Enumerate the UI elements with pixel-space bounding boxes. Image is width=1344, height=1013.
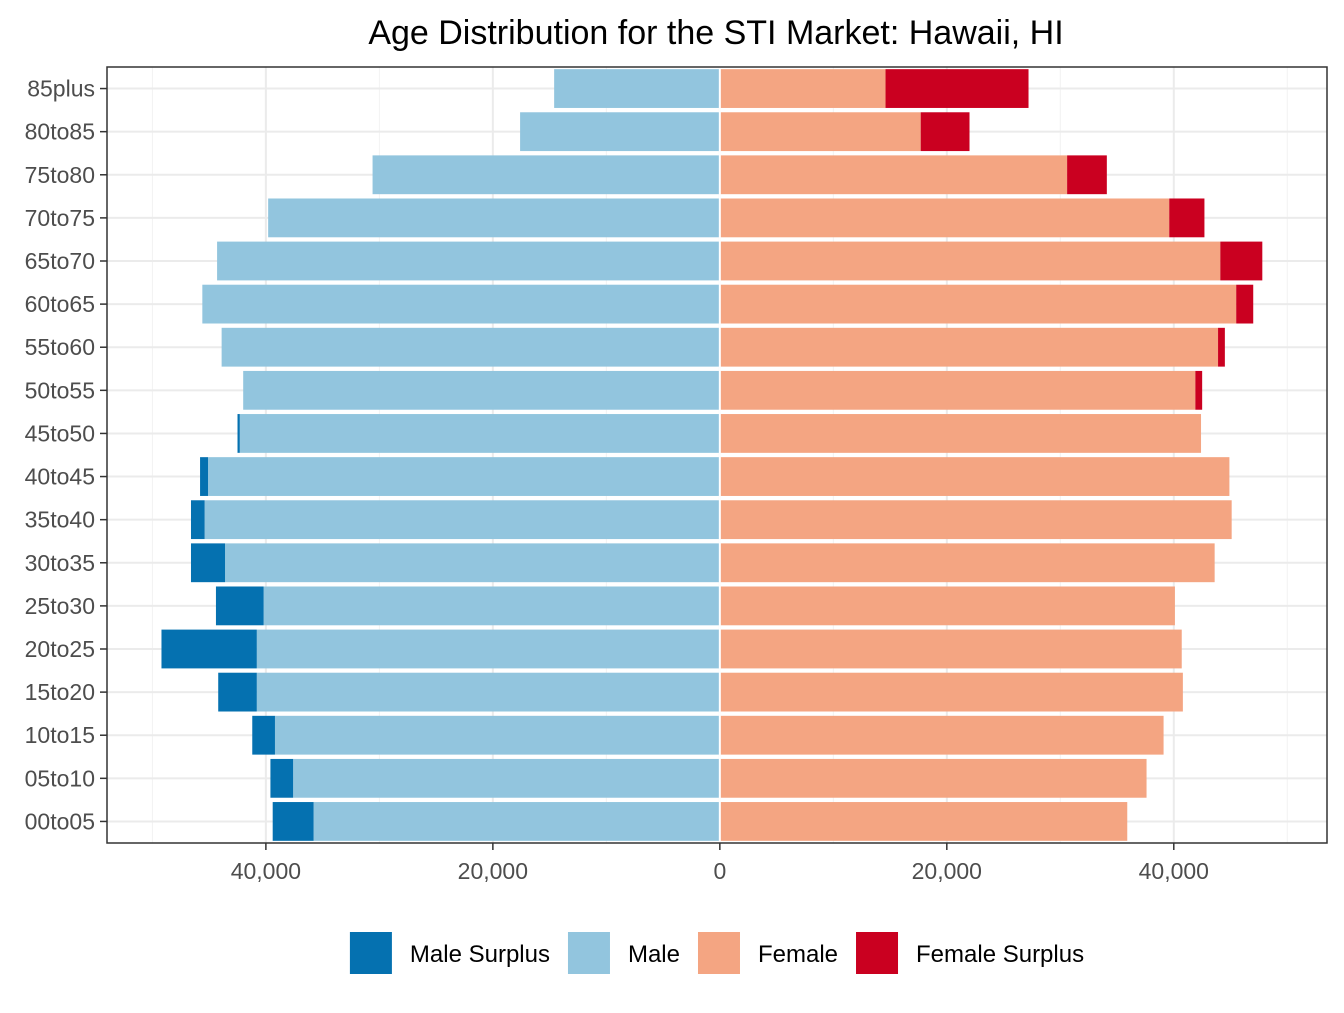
bar-male [313,802,720,841]
bar-female [719,802,1128,841]
bar-female [719,284,1237,324]
bar-female-surplus [1195,370,1203,410]
bar-female [719,758,1147,798]
y-tick-label: 80to85 [25,119,95,145]
plot-border [106,66,1328,844]
y-axis: 00to05 05to10 10to15 15to20 20to25 25to30 30to… [25,76,107,834]
bar-female [719,155,1068,195]
legend-key [349,932,392,974]
bar-male [293,758,720,798]
y-tick-label: 20to25 [25,636,95,662]
bar-female [719,327,1219,367]
bar-female [719,586,1175,626]
bar-male-surplus [161,629,257,669]
legend-key [697,932,740,974]
y-tick-label: 40to45 [25,464,95,490]
bar-male-surplus [190,500,205,540]
legend-label: Male Surplus [410,941,550,968]
legend-key [567,932,610,974]
y-tick-label: 70to75 [25,205,95,231]
bar-male-surplus [252,715,275,755]
bar-female [719,112,921,152]
y-tick-label: 35to40 [25,507,95,533]
bar-female [719,500,1232,540]
bar-male [268,198,720,238]
bar-male [202,284,720,324]
bar-male [221,327,720,367]
bar-male-surplus [200,457,209,496]
bar-female [719,241,1221,281]
x-tick-label: 20,000 [458,858,528,884]
bar-male [263,586,720,626]
bar-male [243,370,720,410]
x-tick-label: 20,000 [912,858,982,884]
bar-male-surplus [272,802,314,841]
bar-male-surplus [270,758,294,798]
bar-male-surplus [218,672,257,712]
bar-female-surplus [885,69,1029,108]
y-tick-label: 55to60 [25,334,95,360]
y-tick-label: 05to10 [25,765,95,791]
y-tick-label: 30to35 [25,550,95,576]
bar-male [208,457,720,496]
bar-female [719,715,1164,755]
bar-male [256,672,720,712]
bar-female-surplus [1218,327,1225,367]
y-tick-label: 85plus [27,76,95,102]
bar-female [719,457,1230,496]
bar-male [256,629,720,669]
y-tick-label: 15to20 [25,679,95,705]
bar-male [239,414,720,453]
legend-label: Male [628,941,680,968]
bar-female-surplus [920,112,970,152]
bar-female [719,198,1170,238]
bar-female-surplus [1236,284,1254,324]
x-tick-label: 40,000 [231,858,301,884]
x-tick-label: 0 [713,858,726,884]
y-tick-label: 60to65 [25,291,95,317]
bar-male [554,69,720,108]
bar-female-surplus [1169,198,1205,238]
plot-panel [107,67,1327,843]
y-tick-label: 65to70 [25,248,95,274]
bars-layer [161,67,1263,843]
y-tick-label: 75to80 [25,162,95,188]
bar-female [719,370,1196,410]
chart-title: Age Distribution for the STI Market: Haw… [368,14,1063,52]
bar-male [520,112,720,152]
bar-male [204,500,720,540]
x-axis: 40,000 20,000 0 20,000 40,000 [231,843,1209,884]
bar-male [372,155,720,195]
y-tick-label: 25to30 [25,593,95,619]
y-tick-label: 00to05 [25,808,95,834]
bar-male-surplus [215,586,264,626]
x-tick-label: 40,000 [1139,858,1209,884]
bar-male-surplus [237,414,240,453]
y-tick-label: 10to15 [25,722,95,748]
y-tick-label: 45to50 [25,420,95,446]
bar-female [719,543,1215,583]
legend: Male Surplus Male Female Female Surplus [349,932,1084,974]
bar-female [719,629,1182,669]
legend-label: Female Surplus [916,941,1084,968]
bar-male [274,715,720,755]
bar-male [217,241,720,281]
bar-female [719,414,1202,453]
legend-key [856,932,899,974]
y-tick-label: 50to55 [25,377,95,403]
legend-label: Female [758,941,838,968]
bar-female [719,69,886,108]
bar-male-surplus [190,543,226,583]
bar-female-surplus [1067,155,1107,195]
bar-female [719,672,1183,712]
bar-male [225,543,720,583]
bar-female-surplus [1220,241,1263,281]
